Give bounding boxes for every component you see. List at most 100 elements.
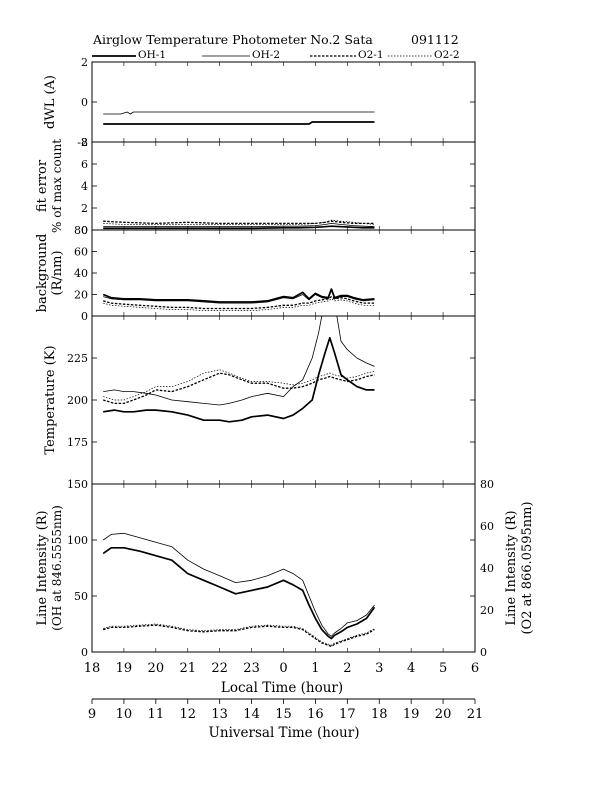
local-tick-label: 19 (116, 661, 133, 676)
legend-label-oh-2: OH-2 (252, 49, 280, 61)
y-tick-label: 200 (67, 394, 88, 407)
series-line-oh-2 (103, 111, 375, 115)
ut-tick-label: 18 (371, 707, 388, 722)
ut-tick-label: 21 (467, 707, 484, 722)
series-line-oh-1 (102, 546, 376, 640)
local-tick-label: 18 (84, 661, 101, 676)
local-tick-label: 21 (179, 661, 196, 676)
series-line-oh-1 (103, 336, 375, 423)
y-tick-label: 175 (67, 436, 88, 449)
panel-frame (91, 315, 476, 485)
ut-tick-label: 12 (179, 707, 196, 722)
series-line-o2-2 (103, 623, 375, 646)
y-tick-label: 0 (81, 96, 88, 109)
universal-time-label: Universal Time (hour) (209, 725, 360, 741)
local-tick-label: 20 (148, 661, 165, 676)
y-right-tick-label: 20 (480, 604, 494, 617)
ut-tick-label: 9 (88, 707, 96, 722)
series-line-o2-1 (103, 624, 375, 648)
series-group (103, 316, 375, 423)
series-line-oh-1 (103, 225, 375, 230)
legend: OH-1 OH-2 O2-1 O2-2 (92, 49, 460, 61)
y-right-tick-label: 0 (480, 646, 487, 659)
ut-tick-label: 11 (148, 707, 165, 722)
legend-label-o2-2: O2-2 (434, 49, 460, 61)
panel-frame (91, 61, 476, 143)
y-right-label-2: (O2 at 866.0595nm) (520, 501, 535, 634)
y-tick-label: 150 (67, 478, 88, 491)
series-line-o2-2 (103, 369, 375, 401)
series-group (103, 219, 375, 230)
series-group (103, 111, 375, 125)
y-axis-label: dWL (A) (43, 75, 58, 129)
series-line-oh-1 (102, 288, 375, 303)
y-tick-label: 225 (67, 352, 88, 365)
local-tick-label: 6 (471, 661, 479, 676)
y-tick-label: 0 (81, 646, 88, 659)
y-tick-label: 4 (81, 180, 88, 193)
ut-tick-label: 15 (275, 707, 292, 722)
y-tick-label: 80 (74, 224, 88, 237)
series-line-oh-2 (103, 222, 375, 228)
y-tick-label: 0 (81, 224, 88, 237)
series-line-o2-1 (103, 220, 375, 225)
local-tick-label: 1 (311, 661, 319, 676)
y-tick-label: 50 (74, 590, 88, 603)
series-line-oh-2 (102, 532, 375, 637)
series-line-o2-2 (103, 219, 375, 225)
local-tick-label: 5 (439, 661, 447, 676)
y-axis-label-2: (R/nm) (50, 250, 65, 295)
y-axis-label-2: % of max count (50, 139, 64, 233)
y-tick-label: 2 (81, 202, 88, 215)
ut-tick-label: 19 (403, 707, 420, 722)
panel-fit-error: 8 6 4 2 0 fit error% of max count (35, 136, 476, 237)
ut-tick-label: 20 (435, 707, 452, 722)
y-tick-label: 8 (81, 136, 88, 149)
y-tick-label: 20 (74, 289, 88, 302)
local-tick-label: 23 (243, 661, 260, 676)
panel-frame (91, 229, 476, 317)
legend-label-o2-1: O2-1 (358, 49, 384, 61)
y-tick-label: -2 (77, 136, 88, 149)
series-line-oh-1 (103, 121, 375, 125)
y-tick-label: 100 (67, 534, 88, 547)
local-time-label: Local Time (hour) (221, 680, 343, 696)
y-axis-label: Line Intensity (R) (35, 510, 50, 625)
y-tick-label: 2 (81, 56, 88, 69)
ut-tick-label: 17 (339, 707, 356, 722)
series-group (102, 532, 376, 648)
y-axis-label: fit error (35, 159, 50, 212)
legend-label-oh-1: OH-1 (138, 49, 166, 61)
local-tick-label: 2 (343, 661, 351, 676)
local-tick-label: 4 (407, 661, 415, 676)
figure-title: Airglow Temperature Photometer No.2 Sata (92, 32, 373, 47)
ut-tick-label: 13 (211, 707, 228, 722)
panel-background: 80 60 40 20 0 background (R/nm) (35, 224, 476, 323)
local-tick-label: 22 (211, 661, 228, 676)
ut-tick-label: 16 (307, 707, 324, 722)
series-line-o2-1 (103, 295, 375, 310)
y-right-label: Line Intensity (R) (504, 510, 519, 625)
y-axis-label-2: (OH at 846.5555nm) (50, 505, 64, 631)
y-tick-label: 40 (74, 267, 88, 280)
local-tick-label: 3 (375, 661, 383, 676)
y-right-tick-label: 60 (480, 520, 494, 533)
y-right-tick-label: 40 (480, 562, 494, 575)
ut-tick-label: 10 (116, 707, 133, 722)
y-axis-label: Temperature (K) (43, 345, 58, 454)
y-tick-label: 6 (81, 158, 88, 171)
universal-time-axis: 9 10 11 12 13 14 15 16 17 18 19 20 21 (88, 698, 484, 722)
panel-frame (91, 141, 476, 231)
local-time-axis: 18 19 20 21 22 23 0 1 2 3 4 5 6 (84, 661, 479, 676)
panel-dwl-a: 2 0 -2 dWL (A) (43, 56, 476, 149)
local-tick-label: 0 (279, 661, 287, 676)
y-right-tick-label: 80 (480, 478, 494, 491)
panel-temperature-k: 225 200 175 Temperature (K) (43, 315, 476, 485)
date-code: 091112 (411, 32, 459, 47)
series-line-o2-1 (103, 372, 375, 405)
y-axis-label: background (35, 234, 50, 313)
series-line-oh-2 (103, 289, 375, 304)
